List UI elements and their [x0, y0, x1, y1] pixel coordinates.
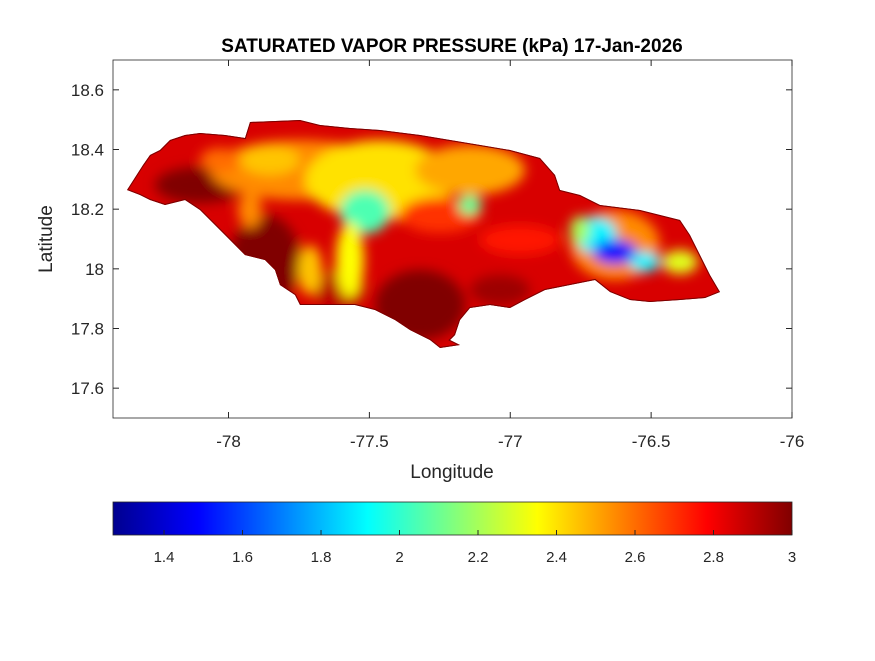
contour-region [458, 195, 482, 215]
y-tick-label: 18 [85, 260, 104, 279]
colorbar [112, 501, 793, 536]
x-tick-label: -76 [780, 432, 805, 451]
x-axis: -78 -77.5 -77 -76.5 -76 [216, 60, 804, 451]
contour-region [240, 145, 300, 175]
contour-region [593, 240, 637, 264]
colorbar-tick-label: 1.4 [154, 549, 175, 566]
contour-region [480, 225, 560, 255]
colorbar-tick-label: 2.2 [468, 549, 489, 566]
y-tick-label: 18.6 [71, 81, 104, 100]
chart-title: SATURATED VAPOR PRESSURE (kPa) 17-Jan-20… [221, 36, 682, 57]
y-axis: 17.6 17.8 18 18.2 18.4 18.6 [71, 81, 792, 398]
contour-region [238, 192, 262, 228]
colorbar-tick-label: 1.6 [232, 549, 253, 566]
x-tick-label: -77.5 [350, 432, 389, 451]
x-tick-label: -78 [216, 432, 241, 451]
colorbar-tick-label: 2.8 [703, 549, 724, 566]
contour-region [298, 245, 322, 295]
contour-region [630, 252, 660, 272]
colorbar-tick-label: 2.4 [546, 549, 567, 566]
colorbar-tick-label: 1.8 [311, 549, 332, 566]
colorbar-tick-label: 2.6 [625, 549, 646, 566]
x-tick-label: -77 [498, 432, 523, 451]
coastline [127, 120, 720, 348]
y-tick-label: 18.4 [71, 141, 104, 160]
contour-region [305, 140, 455, 220]
contour-region [470, 275, 530, 305]
x-tick-label: -76.5 [632, 432, 671, 451]
y-tick-label: 18.2 [71, 200, 104, 219]
y-axis-label: Latitude [36, 205, 57, 273]
x-axis-label: Longitude [410, 462, 493, 483]
colorbar-ticks: 1.4 1.6 1.8 2 2.2 2.4 2.6 2.8 3 [154, 530, 796, 566]
contour-region [336, 222, 364, 298]
contour-region [662, 250, 698, 274]
y-tick-label: 17.6 [71, 379, 104, 398]
contour-region [415, 145, 525, 195]
contour-region [200, 148, 240, 172]
colorbar-tick-label: 3 [788, 549, 796, 566]
colorbar-tick-label: 2 [395, 549, 403, 566]
y-tick-label: 17.8 [71, 320, 104, 339]
contour-region [570, 216, 590, 244]
